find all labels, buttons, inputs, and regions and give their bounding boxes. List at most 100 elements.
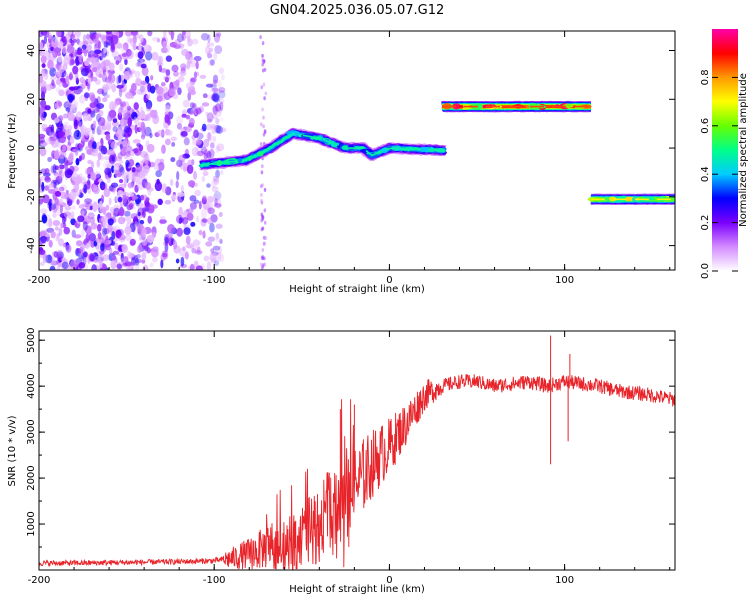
noise-blob [110,182,119,188]
noise-blob [88,233,96,242]
noise-blob [175,258,180,264]
noise-blob [106,163,112,169]
noise-blob [87,159,93,165]
noise-blob [83,251,88,258]
noise-blob [125,31,133,37]
noise-blob [189,195,197,202]
noise-blob [164,199,172,205]
noise-blob [182,246,186,252]
noise-blob [135,34,141,39]
colorbar: 0.0 0.2 0.4 0.6 0.8 Normalized spectral ampl… [700,29,749,279]
noise-blob [129,238,136,246]
noise-blob [65,244,72,253]
noise-blob [126,105,132,111]
noise-blob [58,41,63,48]
noise-blob [209,252,217,262]
noise-blob [97,223,102,232]
noise-blob [260,192,263,197]
noise-blob [141,132,146,141]
noise-blob [89,94,96,103]
spectrogram-y-ticks: -40 -20 0 20 40 [26,44,675,271]
noise-blob [140,169,149,177]
noise-blob [132,139,141,144]
noise-blob [112,204,120,214]
noise-blob [76,143,83,149]
noise-blob [87,81,91,92]
noise-blob [124,125,131,134]
noise-blob [173,245,181,254]
noise-blob [127,69,136,75]
noise-blob [144,182,152,190]
noise-blob [159,215,166,220]
y-tick-label: 40 [26,44,37,57]
noise-blob [216,32,222,37]
noise-blob [182,153,190,159]
noise-blob [75,240,83,247]
noise-blob [143,114,152,122]
noise-blob [112,126,118,132]
noise-blob [141,159,148,164]
noise-blob [90,171,96,181]
noise-blob [122,42,129,51]
noise-blob [140,121,146,131]
noise-blob [115,229,122,239]
noise-blob [215,237,221,243]
noise-blob [262,82,266,87]
noise-blob [135,61,142,68]
noise-blob [139,234,143,242]
noise-blob [67,200,73,206]
noise-blob [106,80,113,90]
noise-blob [124,261,133,267]
noise-blob [100,60,107,71]
noise-blob [213,175,217,182]
noise-blob [194,189,201,197]
noise-blob [170,157,176,163]
noise-blob [63,209,70,219]
noise-blob [213,33,221,43]
noise-blob [134,124,138,134]
noise-blob [110,260,116,270]
noise-blob [48,188,55,194]
noise-blob [67,44,73,51]
noise-blob [91,127,96,135]
noise-blob [185,114,191,120]
noise-blob [203,149,208,156]
noise-blob [102,97,108,103]
noise-blob [53,181,57,189]
noise-blob [163,75,171,81]
noise-blob [193,170,198,180]
noise-blob [39,178,42,186]
noise-blob [165,69,171,76]
noise-blob [191,38,199,45]
noise-blob [195,138,202,145]
noise-blob [195,250,203,255]
noise-blob [183,223,187,228]
noise-blob [195,265,203,270]
noise-blob [263,208,267,213]
noise-blob [143,126,148,136]
noise-blob [97,41,102,49]
noise-blob [65,189,69,194]
x-tick-label: 0 [386,575,392,586]
noise-blob [44,105,51,111]
noise-blob [145,197,150,202]
noise-blob [84,198,93,204]
noise-blob [61,265,66,270]
noise-blob [176,192,185,198]
noise-blob [196,215,200,223]
noise-blob [130,82,137,93]
noise-blob [261,58,265,63]
noise-blob [205,241,213,247]
noise-blob [154,132,160,138]
noise-blob [209,142,215,149]
noise-blob [87,174,92,179]
noise-blob [219,101,224,111]
noise-blob [41,63,46,68]
noise-blob [178,217,183,224]
noise-blob [87,108,92,114]
noise-blob [220,170,224,176]
noise-blob [56,251,65,259]
noise-blob [259,35,262,40]
noise-blob [263,96,266,101]
